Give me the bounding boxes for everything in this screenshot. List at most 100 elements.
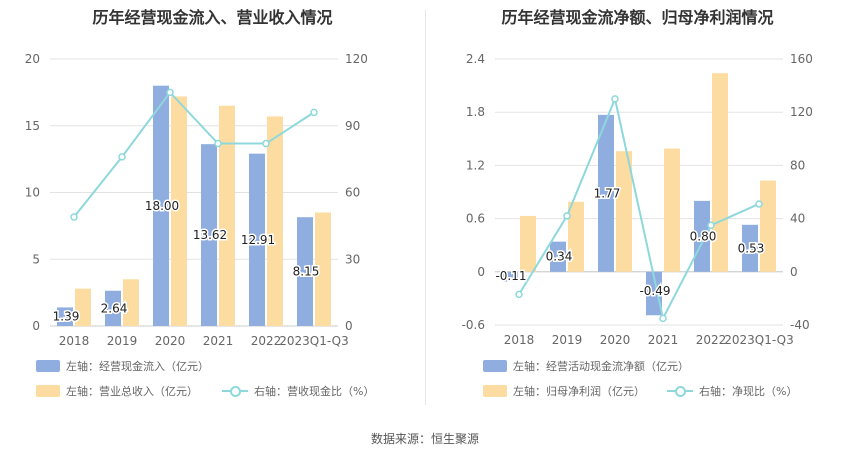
bar-series-1 bbox=[105, 290, 121, 326]
legend-label: 左轴：营业总收入（亿元） bbox=[66, 385, 198, 398]
bar-data-label: 1.77 bbox=[594, 186, 621, 200]
right-axis-tick-label: 40 bbox=[790, 212, 805, 226]
cash-inflow-revenue-chart: 20 120 15 90 10 60 5 30 0 0 2018 2019 2020 2021 202220… bbox=[25, 52, 368, 348]
chart-title: 历年经营现金流净额、归母净利润情况 bbox=[501, 8, 774, 27]
bar-series-1 bbox=[598, 114, 614, 272]
legend-line-marker-icon bbox=[222, 385, 248, 397]
bar-data-label: 8.15 bbox=[293, 265, 320, 279]
legend-label: 右轴：营收现金比（%） bbox=[254, 385, 375, 398]
line-point bbox=[707, 221, 715, 229]
bar-data-label: 1.39 bbox=[53, 310, 80, 324]
left-axis-tick-label: 0 bbox=[477, 265, 485, 279]
x-axis-tick-label: 2020 bbox=[155, 334, 186, 348]
left-axis-tick-label: 0 bbox=[32, 319, 40, 333]
right-axis-tick-label: -40 bbox=[790, 318, 810, 332]
line-point bbox=[611, 95, 619, 103]
bar-series-2 bbox=[267, 116, 283, 326]
right-axis-tick-label: 0 bbox=[790, 265, 798, 279]
legend-label: 右轴：净现比（%） bbox=[699, 385, 798, 398]
bar-series-1 bbox=[201, 144, 217, 326]
bar-series-2 bbox=[760, 180, 776, 272]
line-series bbox=[518, 95, 760, 322]
legend-line-marker-icon bbox=[667, 385, 693, 397]
legend-swatch-orange bbox=[483, 385, 507, 397]
legend-item-revenue[interactable]: 左轴：营业总收入（亿元） bbox=[36, 383, 198, 399]
right-axis-tick-label: 120 bbox=[790, 105, 813, 119]
right-axis-tick-label: 160 bbox=[790, 52, 813, 66]
left-axis-tick-label: 1.2 bbox=[466, 158, 485, 172]
legend-item-net-cash-flow[interactable]: 左轴：经营活动现金流净额（亿元） bbox=[483, 358, 689, 374]
legend-item-revenue-cash-ratio[interactable]: 右轴：营收现金比（%） bbox=[222, 383, 374, 399]
net-cash-flow-profit-chart: 2.4 160 1.8 120 1.2 80 0.6 40 0 0 -0.6 -40 2018 2019 2… bbox=[462, 52, 813, 347]
bar-series-2 bbox=[75, 288, 91, 326]
x-axis-tick-label: 2023Q1-Q3 bbox=[279, 334, 348, 348]
line-point bbox=[310, 108, 318, 117]
bar-series-1 bbox=[550, 241, 566, 272]
bar-data-label: 13.62 bbox=[193, 228, 227, 242]
legend-label: 左轴：经营活动现金流净额（亿元） bbox=[513, 360, 689, 373]
data-source-label: 数据来源：恒生聚源 bbox=[370, 432, 479, 446]
bar-data-label: 0.34 bbox=[546, 250, 573, 264]
bar-series-1 bbox=[297, 217, 313, 326]
legend-label: 左轴：经营现金流入（亿元） bbox=[66, 360, 209, 373]
bar-series-2 bbox=[664, 148, 680, 272]
left-axis-tick-label: 5 bbox=[32, 252, 40, 266]
left-axis-tick-label: 20 bbox=[25, 52, 40, 66]
bar-series-2 bbox=[315, 212, 331, 326]
x-axis-tick-label: 2021 bbox=[203, 334, 234, 348]
x-axis-tick-label: 2019 bbox=[107, 334, 138, 348]
x-axis-tick-label: 2023Q1-Q3 bbox=[724, 333, 793, 347]
right-axis-tick-label: 80 bbox=[790, 158, 805, 172]
line-point bbox=[755, 200, 763, 208]
x-axis-tick-label: 2019 bbox=[552, 333, 583, 347]
bar-series-1 bbox=[153, 85, 169, 326]
left-axis-tick-label: 0.6 bbox=[466, 212, 485, 226]
line-point bbox=[214, 139, 222, 148]
bar-data-label: 12.91 bbox=[241, 233, 275, 247]
bar-series-1 bbox=[249, 153, 265, 326]
legend-item-net-cash-ratio[interactable]: 右轴：净现比（%） bbox=[667, 383, 797, 399]
bar-series-2 bbox=[219, 105, 235, 326]
bar-series-1 bbox=[502, 271, 518, 282]
legend-label: 左轴：归母净利润（亿元） bbox=[513, 385, 645, 398]
left-axis-tick-label: -0.6 bbox=[462, 318, 485, 332]
left-axis-tick-label: 10 bbox=[25, 186, 40, 200]
right-axis-tick-label: 120 bbox=[345, 52, 368, 66]
left-axis-tick-label: 15 bbox=[25, 119, 40, 133]
line-point bbox=[659, 314, 667, 323]
bar-series-2 bbox=[123, 279, 139, 326]
left-axis-tick-label: 2.4 bbox=[466, 52, 485, 66]
bar-data-label: 18.00 bbox=[145, 199, 179, 213]
line-point bbox=[262, 139, 270, 148]
x-axis-tick-label: 2022 bbox=[251, 334, 282, 348]
bar-data-label: -0.49 bbox=[639, 284, 670, 298]
legend-swatch-blue bbox=[36, 360, 60, 372]
bar-series-1 bbox=[57, 307, 73, 326]
net-cash-flow-profit-chart-panel: 历年经营现金流净额、归母净利润情况 2.4 160 1.8 120 1.2 80 0.6 40… bbox=[425, 0, 850, 420]
line-point bbox=[515, 290, 523, 299]
line-point bbox=[70, 213, 78, 221]
bar-data-label: 0.53 bbox=[738, 241, 765, 255]
chart-title: 历年经营现金流入、营业收入情况 bbox=[92, 8, 333, 27]
bar-data-label: 0.80 bbox=[690, 229, 717, 243]
bar-series-1 bbox=[646, 271, 662, 316]
line-series bbox=[73, 90, 315, 218]
right-axis-tick-label: 30 bbox=[345, 252, 360, 266]
bar-series-2 bbox=[568, 201, 584, 272]
legend-item-cash-inflow[interactable]: 左轴：经营现金流入（亿元） bbox=[36, 358, 209, 374]
left-axis-tick-label: 1.8 bbox=[466, 105, 485, 119]
bar-series-1 bbox=[694, 200, 710, 272]
bar-data-label: 2.64 bbox=[101, 301, 128, 315]
right-axis-tick-label: 0 bbox=[345, 319, 353, 333]
x-axis-tick-label: 2021 bbox=[648, 333, 679, 347]
legend-item-net-profit[interactable]: 左轴：归母净利润（亿元） bbox=[483, 383, 645, 399]
line-point bbox=[563, 212, 571, 220]
x-axis-tick-label: 2018 bbox=[504, 333, 535, 347]
right-axis-tick-label: 60 bbox=[345, 186, 360, 200]
legend-swatch-orange bbox=[36, 385, 60, 397]
bar-series-1 bbox=[742, 224, 758, 272]
bar-series-2 bbox=[520, 215, 536, 272]
cash-inflow-revenue-chart-panel: 历年经营现金流入、营业收入情况 20 120 15 90 10 60 5 30 0 0 2018 20… bbox=[0, 0, 425, 420]
bar-series-2 bbox=[171, 96, 187, 326]
x-axis-tick-label: 2020 bbox=[600, 333, 631, 347]
